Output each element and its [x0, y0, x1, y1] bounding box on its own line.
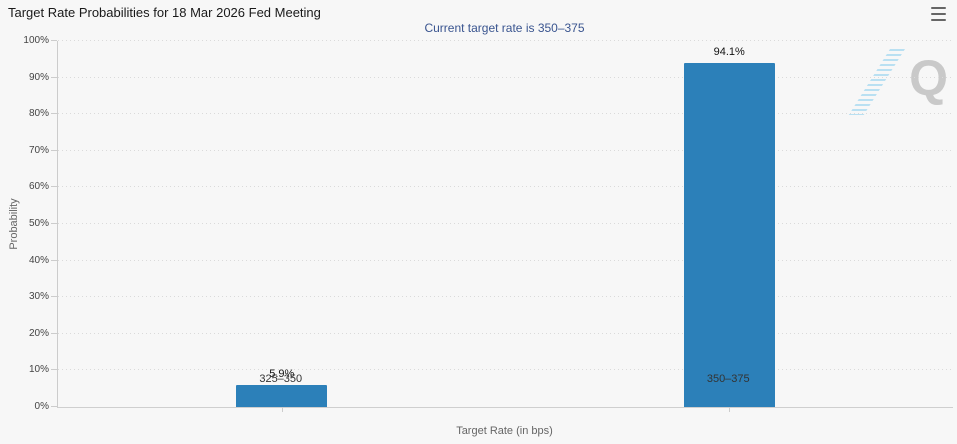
quikstrike-q-logo-icon: Q — [909, 50, 948, 106]
y-axis-label: 30% — [28, 291, 49, 303]
y-axis-label: 100% — [23, 35, 49, 46]
probability-bar[interactable] — [683, 62, 775, 407]
y-axis-tick — [51, 332, 57, 334]
chart-title: Target Rate Probabilities for 18 Mar 202… — [8, 5, 321, 20]
gridline — [58, 223, 953, 224]
y-axis-tick — [51, 296, 57, 298]
gridline — [58, 369, 953, 371]
y-axis-label: 70% — [28, 144, 49, 156]
x-axis-title: Target Rate (in bps) — [456, 425, 553, 437]
y-axis-tick — [51, 259, 57, 261]
quikstrike-watermark: Q — [848, 49, 950, 121]
y-axis-tick — [51, 369, 57, 371]
gridline — [58, 186, 953, 188]
hamburger-icon — [931, 13, 946, 15]
plot-area: Q 0% 10% 20% 30% 40% 50% 60% 70% 80% 90% 100% 5.9% 9… — [23, 36, 953, 412]
y-axis-label: 40% — [28, 254, 49, 266]
y-axis-label: 20% — [28, 327, 49, 339]
y-axis-tick — [51, 223, 57, 224]
x-category-label: 325–350 — [259, 373, 303, 385]
gridline — [58, 113, 953, 115]
gridline — [58, 149, 953, 151]
gridline — [58, 332, 953, 334]
probability-bar[interactable] — [236, 385, 328, 407]
y-axis-label: 80% — [28, 108, 49, 120]
hamburger-icon — [931, 7, 946, 9]
quikstrike-stripes-icon — [848, 49, 905, 115]
y-axis-label: 60% — [28, 181, 49, 193]
y-axis-tick — [51, 76, 57, 78]
hamburger-icon — [931, 19, 946, 21]
x-category-label: 350–375 — [706, 373, 750, 385]
context-menu-button[interactable] — [931, 6, 947, 22]
bar-value-label: 94.1% — [713, 45, 745, 58]
y-axis-tick — [51, 406, 57, 407]
gridline — [58, 76, 953, 78]
y-axis-label: 90% — [28, 71, 49, 83]
y-axis-label: 50% — [28, 218, 49, 229]
y-axis-label: 10% — [28, 364, 49, 376]
y-axis-tick — [51, 40, 57, 41]
x-axis-tick — [281, 407, 283, 412]
gridline — [58, 296, 953, 298]
gridline — [58, 40, 953, 41]
y-axis-tick — [51, 113, 57, 115]
x-axis-tick — [729, 407, 731, 412]
gridline — [58, 259, 953, 261]
y-axis-tick — [51, 149, 57, 151]
y-axis-label: 0% — [34, 401, 49, 412]
bar-value-label: 5.9% — [269, 368, 295, 381]
y-axis-tick — [51, 186, 57, 188]
chart-subtitle: Current target rate is 350–375 — [424, 21, 585, 35]
